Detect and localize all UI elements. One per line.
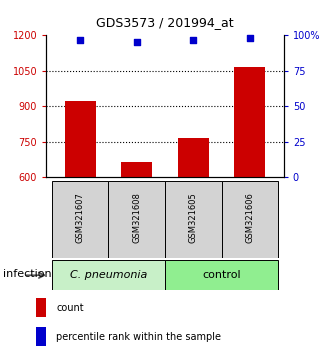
Text: GSM321605: GSM321605 [189,193,198,243]
Bar [65,102,96,177]
Text: count: count [56,303,84,313]
Bar [165,260,278,290]
Bar [52,260,165,290]
Bar [109,181,165,258]
Bar [234,67,265,177]
Text: C. pneumonia: C. pneumonia [70,270,147,280]
Text: GDS3573 / 201994_at: GDS3573 / 201994_at [96,16,234,29]
Point [191,37,196,42]
Bar [36,298,46,317]
Text: control: control [202,270,241,280]
Text: percentile rank within the sample: percentile rank within the sample [56,332,221,342]
Text: GSM321608: GSM321608 [132,193,141,243]
Bar [36,327,46,346]
Text: GSM321607: GSM321607 [76,193,84,243]
Point [247,35,252,41]
Bar [52,181,109,258]
Bar [165,181,221,258]
Bar [178,138,209,177]
Bar [221,181,278,258]
Bar [121,162,152,177]
Point [134,40,139,45]
Text: infection: infection [3,269,52,279]
Point [78,37,83,42]
Text: GSM321606: GSM321606 [246,193,254,243]
